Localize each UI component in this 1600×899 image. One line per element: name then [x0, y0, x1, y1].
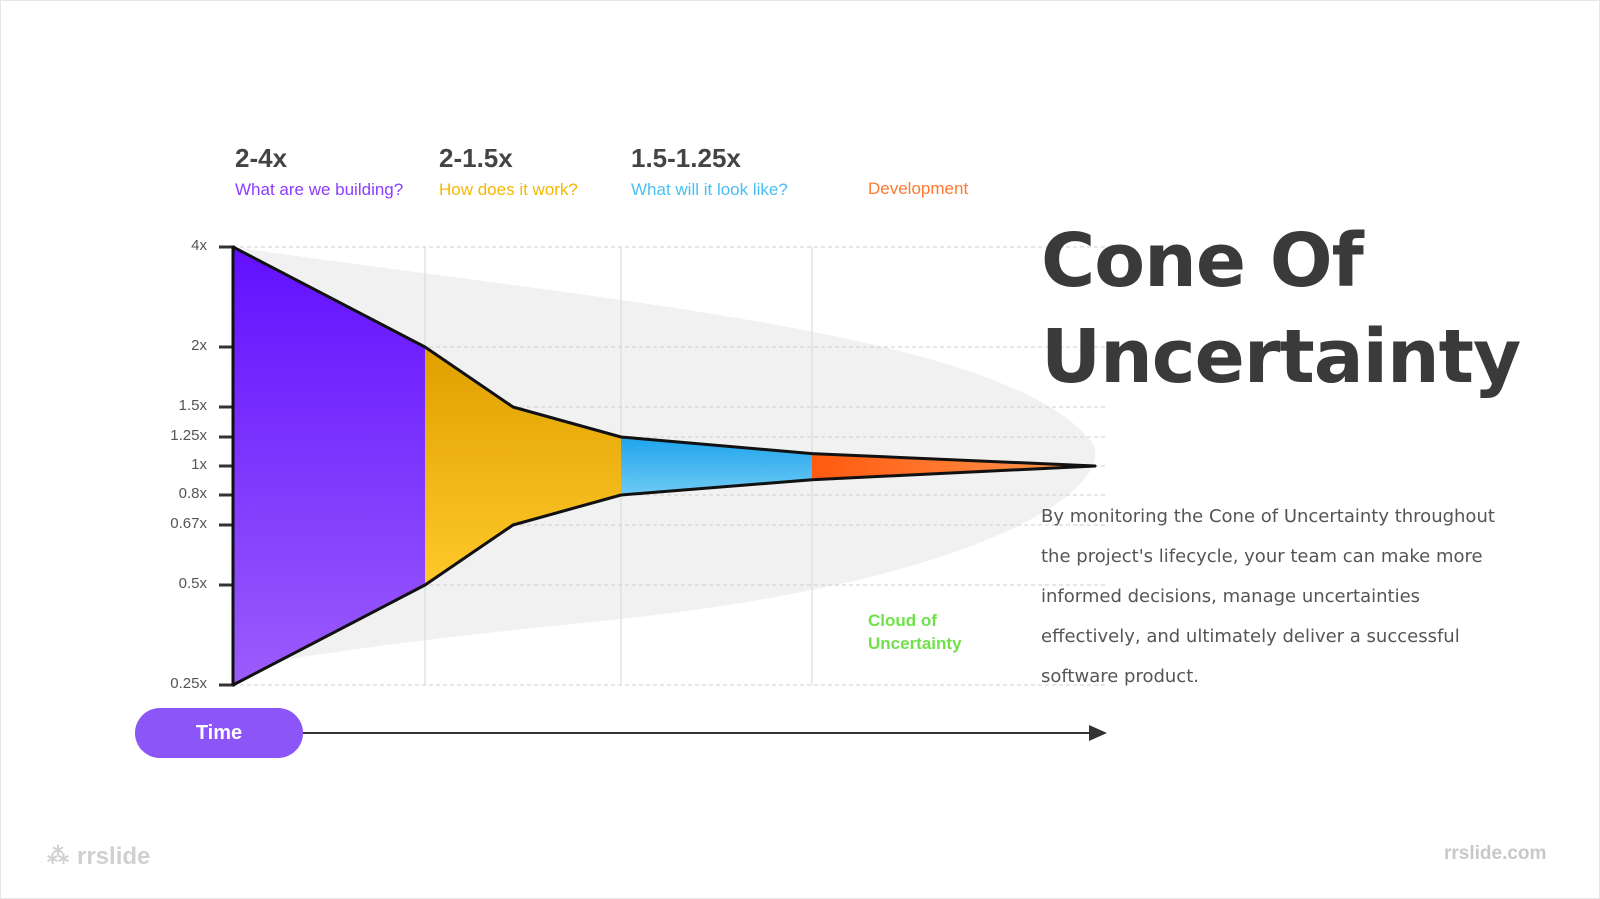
phase-1-header: 2-4x What are we building? — [235, 143, 403, 200]
description: By monitoring the Cone of Uncertainty th… — [1041, 506, 1495, 687]
phase-3-header: 1.5-1.25x What will it look like? — [631, 143, 788, 200]
time-label-pill: Time — [135, 708, 303, 758]
brand-logo-icon: ⁂ — [47, 843, 69, 868]
phase-2-header: 2-1.5x How does it work? — [439, 143, 578, 200]
phase-range: 2-4x — [235, 143, 288, 173]
phase-question: What will it look like? — [631, 180, 788, 199]
phase-range: 2-1.5x — [439, 143, 513, 173]
phase-range: 1.5-1.25x — [631, 143, 741, 173]
brand-logo: rrslide — [77, 843, 151, 870]
cone-outline — [231, 245, 1097, 687]
title-line: Uncertainty — [1041, 314, 1521, 400]
title-line: Cone Of — [1041, 218, 1364, 304]
y-tick-label: 4x — [191, 237, 207, 254]
cloud-label-line: Uncertainty — [868, 634, 962, 653]
phase-question: Development — [868, 179, 969, 198]
y-tick-label: 2x — [191, 337, 207, 354]
phase-4-header: Development — [868, 143, 968, 199]
cloud-label-line: Cloud of — [868, 611, 937, 630]
page-title: Cone Of Uncertainty — [1041, 213, 1521, 405]
cone-segment-phase-2 — [425, 347, 621, 585]
y-tick-label: 1.5x — [178, 397, 207, 414]
website-link: rrslide.com — [1444, 843, 1547, 864]
y-tick-label: 0.25x — [170, 675, 207, 692]
y-tick-label: 1x — [191, 456, 207, 473]
y-tick-label: 1.25x — [170, 427, 207, 444]
y-tick-label: 0.67x — [170, 515, 207, 532]
cone-segment-phase-4 — [812, 453, 1095, 480]
y-tick-label: 0.8x — [178, 485, 207, 502]
y-tick-label: 0.5x — [178, 575, 207, 592]
phase-question: How does it work? — [439, 180, 578, 199]
cone-segment-phase-3 — [621, 437, 812, 495]
phase-range — [868, 143, 968, 173]
phase-question: What are we building? — [235, 180, 404, 199]
cloud-label: Cloud of Uncertainty — [868, 609, 962, 655]
cone-segment-phase-1 — [233, 247, 425, 685]
